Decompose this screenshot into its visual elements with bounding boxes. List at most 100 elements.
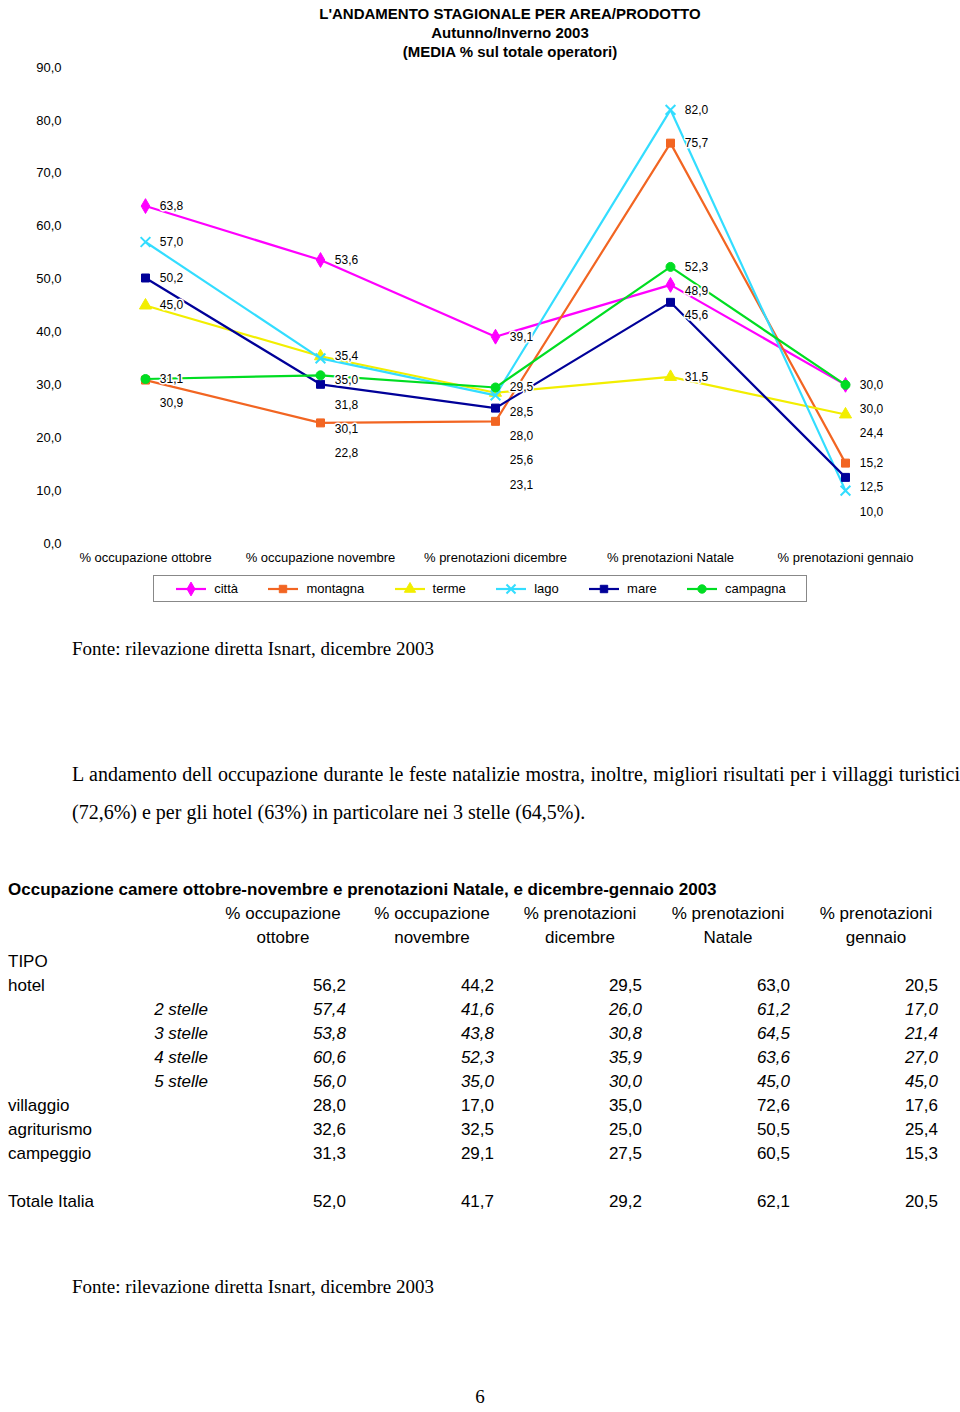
svg-text:30,9: 30,9: [160, 396, 184, 410]
html-text:26,0: 26,0: [608, 1000, 642, 1019]
svg-text:25,6: 25,6: [510, 453, 534, 467]
html-text:30,0: 30,0: [608, 1072, 642, 1091]
svg-text:30,0: 30,0: [860, 402, 884, 416]
svg-text:% prenotazioni Natale: % prenotazioni Natale: [607, 550, 734, 565]
html-text:61,2: 61,2: [756, 1000, 790, 1019]
html-text:20,5: 20,5: [904, 976, 938, 995]
html-text:2 stelle: 2 stelle: [154, 1000, 208, 1019]
svg-text:0,0: 0,0: [43, 536, 61, 551]
html-text:% prenotazioni: % prenotazioni: [671, 904, 785, 923]
html-text:57,4: 57,4: [312, 1000, 346, 1019]
svg-text:30,0: 30,0: [860, 378, 884, 392]
svg-text:10,0: 10,0: [860, 505, 884, 519]
svg-text:31,5: 31,5: [685, 370, 709, 384]
html-text:44,2: 44,2: [460, 976, 494, 995]
svg-text:30,1: 30,1: [335, 422, 359, 436]
html-text:17,0: 17,0: [460, 1096, 494, 1115]
html-text:villaggio: villaggio: [8, 1096, 70, 1115]
svg-text:48,9: 48,9: [685, 284, 709, 298]
svg-text:31,1: 31,1: [160, 372, 184, 386]
html-text:45,0: 45,0: [904, 1072, 938, 1091]
html-text:novembre: novembre: [394, 928, 470, 947]
html-text:% occupazione: % occupazione: [374, 904, 490, 923]
html-text:Fonte: rilevazione diretta Isn: Fonte: rilevazione diretta Isnart, dicem…: [72, 1276, 434, 1297]
html-text:27,0: 27,0: [904, 1048, 938, 1067]
svg-text:63,8: 63,8: [160, 199, 184, 213]
html-text:% prenotazioni: % prenotazioni: [523, 904, 637, 923]
html-text:30,8: 30,8: [608, 1024, 642, 1043]
svg-text:45,6: 45,6: [685, 308, 709, 322]
html-text:TIPO: TIPO: [8, 952, 48, 971]
html-text:72,6: 72,6: [756, 1096, 790, 1115]
svg-text:20,0: 20,0: [36, 430, 61, 445]
html-text:56,2: 56,2: [312, 976, 346, 995]
svg-text:50,2: 50,2: [160, 271, 184, 285]
html-text:Occupazione camere ottobre-nov: Occupazione camere ottobre-novembre e pr…: [8, 880, 717, 899]
svg-text:24,4: 24,4: [860, 426, 884, 440]
svg-text:39,1: 39,1: [510, 330, 534, 344]
svg-text:% prenotazioni gennaio: % prenotazioni gennaio: [778, 550, 914, 565]
html-text:63,6: 63,6: [756, 1048, 790, 1067]
html-text:53,8: 53,8: [312, 1024, 346, 1043]
html-text:60,6: 60,6: [312, 1048, 346, 1067]
html-text:29,5: 29,5: [608, 976, 642, 995]
svg-text:80,0: 80,0: [36, 113, 61, 128]
html-text:L andamento dell occupazione d: L andamento dell occupazione durante le …: [72, 763, 960, 823]
svg-text:50,0: 50,0: [36, 271, 61, 286]
html-text:agriturismo: agriturismo: [8, 1120, 93, 1139]
svg-text:10,0: 10,0: [36, 483, 61, 498]
svg-text:28,0: 28,0: [510, 429, 534, 443]
svg-text:40,0: 40,0: [36, 324, 61, 339]
html-text:4 stelle: 4 stelle: [154, 1048, 208, 1067]
html-text:ottobre: ottobre: [256, 928, 310, 947]
svg-text:29,5: 29,5: [510, 380, 534, 394]
html-text:Fonte: rilevazione diretta Isn: Fonte: rilevazione diretta Isnart, dicem…: [72, 638, 434, 659]
html-text:35,0: 35,0: [608, 1096, 642, 1115]
html-text:21,4: 21,4: [904, 1024, 938, 1043]
svg-text:% prenotazioni dicembre: % prenotazioni dicembre: [424, 550, 567, 565]
html-text:3 stelle: 3 stelle: [154, 1024, 208, 1043]
html-text:% occupazione: % occupazione: [225, 904, 341, 923]
html-text:32,6: 32,6: [312, 1120, 346, 1139]
html-text:45,0: 45,0: [756, 1072, 790, 1091]
svg-text:% occupazione novembre: % occupazione novembre: [246, 550, 396, 565]
svg-text:60,0: 60,0: [36, 218, 61, 233]
svg-text:22,8: 22,8: [335, 446, 359, 460]
svg-text:57,0: 57,0: [160, 235, 184, 249]
svg-text:23,1: 23,1: [510, 478, 534, 492]
html-text:35,9: 35,9: [608, 1048, 642, 1067]
html-text:43,8: 43,8: [460, 1024, 494, 1043]
svg-text:% occupazione ottobre: % occupazione ottobre: [79, 550, 211, 565]
html-text:gennaio: gennaio: [845, 928, 907, 947]
html-text:56,0: 56,0: [312, 1072, 346, 1091]
html-text:28,0: 28,0: [312, 1096, 346, 1115]
svg-text:45,0: 45,0: [160, 298, 184, 312]
svg-text:82,0: 82,0: [685, 103, 709, 117]
svg-text:70,0: 70,0: [36, 165, 61, 180]
svg-text:90,0: 90,0: [36, 60, 61, 75]
svg-text:52,3: 52,3: [685, 260, 709, 274]
html-text:41,6: 41,6: [460, 1000, 494, 1019]
svg-text:53,6: 53,6: [335, 253, 359, 267]
svg-text:35,4: 35,4: [335, 349, 359, 363]
html-text:52,3: 52,3: [460, 1048, 494, 1067]
html-text:dicembre: dicembre: [545, 928, 615, 947]
svg-text:12,5: 12,5: [860, 480, 884, 494]
html-text:17,6: 17,6: [904, 1096, 938, 1115]
html-text:32,5: 32,5: [460, 1120, 494, 1139]
html-text:Natale: Natale: [703, 928, 753, 947]
html-text:17,0: 17,0: [904, 1000, 938, 1019]
svg-text:35,0: 35,0: [335, 373, 359, 387]
html-text:% prenotazioni: % prenotazioni: [819, 904, 933, 923]
svg-text:75,7: 75,7: [685, 136, 709, 150]
svg-text:30,0: 30,0: [36, 377, 61, 392]
svg-text:28,5: 28,5: [510, 405, 534, 419]
html-text:5 stelle: 5 stelle: [154, 1072, 208, 1091]
svg-text:15,2: 15,2: [860, 456, 884, 470]
svg-text:31,8: 31,8: [335, 398, 359, 412]
html-text:hotel: hotel: [8, 976, 45, 995]
html-text:63,0: 63,0: [756, 976, 790, 995]
html-text:64,5: 64,5: [756, 1024, 790, 1043]
html-text:25,0: 25,0: [608, 1120, 642, 1139]
html-text:35,0: 35,0: [460, 1072, 494, 1091]
